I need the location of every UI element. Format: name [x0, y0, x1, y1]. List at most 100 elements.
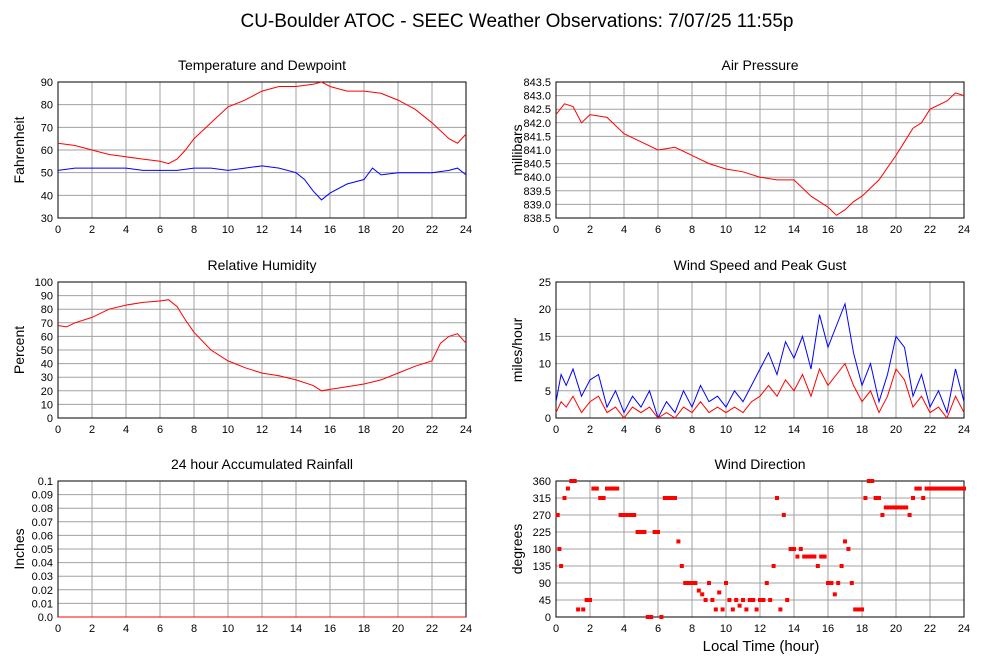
data-point: [720, 607, 725, 612]
data-point: [737, 603, 742, 608]
y-tick-label: 80: [41, 100, 53, 112]
y-tick-label: 360: [533, 476, 551, 488]
x-tick-label: 4: [621, 424, 627, 436]
x-tick-label: 20: [392, 224, 404, 236]
y-axis-label: millibars: [509, 124, 525, 175]
data-point: [683, 581, 688, 585]
data-point: [690, 581, 694, 585]
data-point: [928, 486, 932, 491]
x-tick-label: 4: [621, 623, 627, 635]
data-point: [572, 479, 577, 483]
data-point: [741, 598, 745, 602]
data-point: [696, 588, 701, 593]
y-tick-label: 842.0: [523, 118, 551, 130]
data-point: [802, 554, 807, 559]
series-line-blue: [57, 165, 467, 201]
x-tick-label: 16: [822, 224, 834, 236]
data-point: [628, 513, 633, 517]
data-point: [642, 530, 647, 534]
x-tick-label: 22: [924, 623, 936, 635]
x-tick-label: 0: [55, 224, 61, 236]
data-point: [883, 505, 888, 510]
data-point: [754, 607, 759, 612]
y-axis-label: miles/hour: [509, 317, 525, 382]
y-tick-label: 0.09: [32, 490, 53, 502]
data-point: [771, 564, 776, 568]
data-point: [703, 598, 708, 602]
x-tick-label: 24: [460, 224, 472, 236]
data-point: [598, 496, 603, 500]
data-point: [931, 486, 936, 491]
data-point: [958, 486, 963, 491]
x-tick-label: 0: [553, 224, 559, 236]
x-tick-label: 12: [754, 424, 766, 436]
data-point: [887, 505, 892, 510]
x-tick-label: 12: [256, 424, 268, 436]
data-point: [832, 592, 837, 597]
data-point: [924, 486, 929, 491]
y-tick-label: 40: [41, 190, 53, 202]
data-point: [639, 530, 643, 534]
y-tick-label: 840.0: [523, 172, 551, 184]
x-tick-label: 24: [958, 424, 970, 436]
data-point: [768, 598, 773, 602]
y-tick-label: 0.03: [32, 571, 53, 583]
data-point: [565, 486, 570, 491]
data-point: [618, 513, 623, 517]
y-tick-label: 15: [539, 331, 551, 343]
y-tick-label: 0.0: [38, 612, 53, 624]
plot-frame: [57, 81, 467, 219]
chart-title: Relative Humidity: [208, 257, 317, 273]
grid-lines: [57, 81, 467, 219]
grid-lines: [555, 81, 965, 219]
x-tick-label: 24: [958, 224, 970, 236]
data-point: [917, 486, 922, 491]
y-axis-label: Inches: [11, 528, 27, 569]
x-tick-label: 10: [222, 224, 234, 236]
y-tick-label: 841.0: [523, 145, 551, 157]
data-point: [659, 615, 664, 619]
data-point: [860, 607, 864, 612]
y-axis-label: Percent: [11, 326, 27, 374]
data-point: [555, 513, 560, 517]
x-tick-label: 22: [426, 424, 438, 436]
x-tick-label: 14: [788, 623, 800, 635]
data-point: [775, 496, 779, 500]
x-tick-label: 8: [689, 424, 695, 436]
data-point: [805, 554, 810, 559]
y-tick-label: 30: [41, 372, 53, 384]
data-point: [713, 607, 718, 612]
x-tick-label: 0: [55, 424, 61, 436]
x-tick-label: 18: [358, 424, 370, 436]
x-tick-label: 22: [924, 224, 936, 236]
data-point: [652, 530, 657, 534]
data-point: [792, 547, 796, 551]
data-point: [900, 505, 905, 510]
x-tick-label: 24: [460, 424, 472, 436]
series-line-blue: [555, 301, 965, 420]
data-point: [734, 598, 739, 602]
x-tick-label: 2: [89, 623, 95, 635]
grid-lines: [57, 480, 467, 618]
y-tick-label: 60: [41, 331, 53, 343]
y-axis-label: degrees: [509, 524, 525, 575]
x-tick-label: 12: [754, 224, 766, 236]
y-tick-label: 10: [539, 359, 551, 371]
data-point: [962, 486, 966, 491]
data-point: [557, 547, 562, 551]
data-point: [635, 530, 640, 534]
data-point: [632, 513, 637, 517]
data-point: [863, 496, 868, 500]
y-tick-label: 0.07: [32, 517, 53, 529]
x-tick-label: 10: [720, 224, 732, 236]
data-point: [662, 496, 667, 500]
x-tick-label: 16: [324, 424, 336, 436]
x-tick-label: 20: [392, 424, 404, 436]
data-point: [934, 486, 939, 491]
data-point: [853, 607, 858, 612]
y-tick-label: 10: [41, 399, 53, 411]
data-point: [758, 598, 762, 602]
